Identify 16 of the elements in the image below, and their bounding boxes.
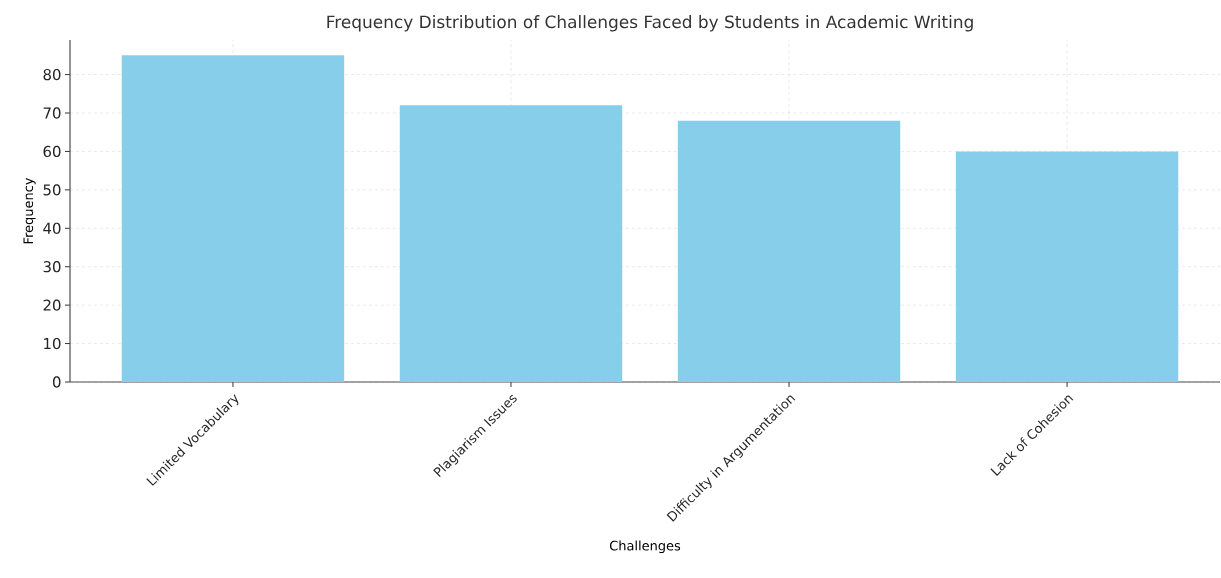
y-tick-label: 50 bbox=[43, 184, 61, 196]
bar bbox=[121, 55, 345, 382]
chart-title: Frequency Distribution of Challenges Faced by Students in Academic Writing bbox=[327, 15, 973, 32]
y-axis-title: Frequency bbox=[23, 177, 36, 244]
y-tick-label: 0 bbox=[52, 376, 61, 388]
x-axis-title: Challenges bbox=[609, 540, 681, 554]
bar bbox=[677, 120, 901, 382]
y-tick-label: 30 bbox=[43, 261, 61, 273]
y-tick-label: 40 bbox=[43, 222, 61, 234]
y-tick-label: 80 bbox=[43, 68, 61, 81]
bar bbox=[399, 105, 623, 382]
y-tick-label: 70 bbox=[43, 107, 61, 119]
y-tick-label: 60 bbox=[43, 145, 61, 158]
bar bbox=[955, 151, 1179, 382]
y-tick-label: 10 bbox=[44, 337, 61, 350]
y-tick-label: 20 bbox=[43, 299, 61, 311]
